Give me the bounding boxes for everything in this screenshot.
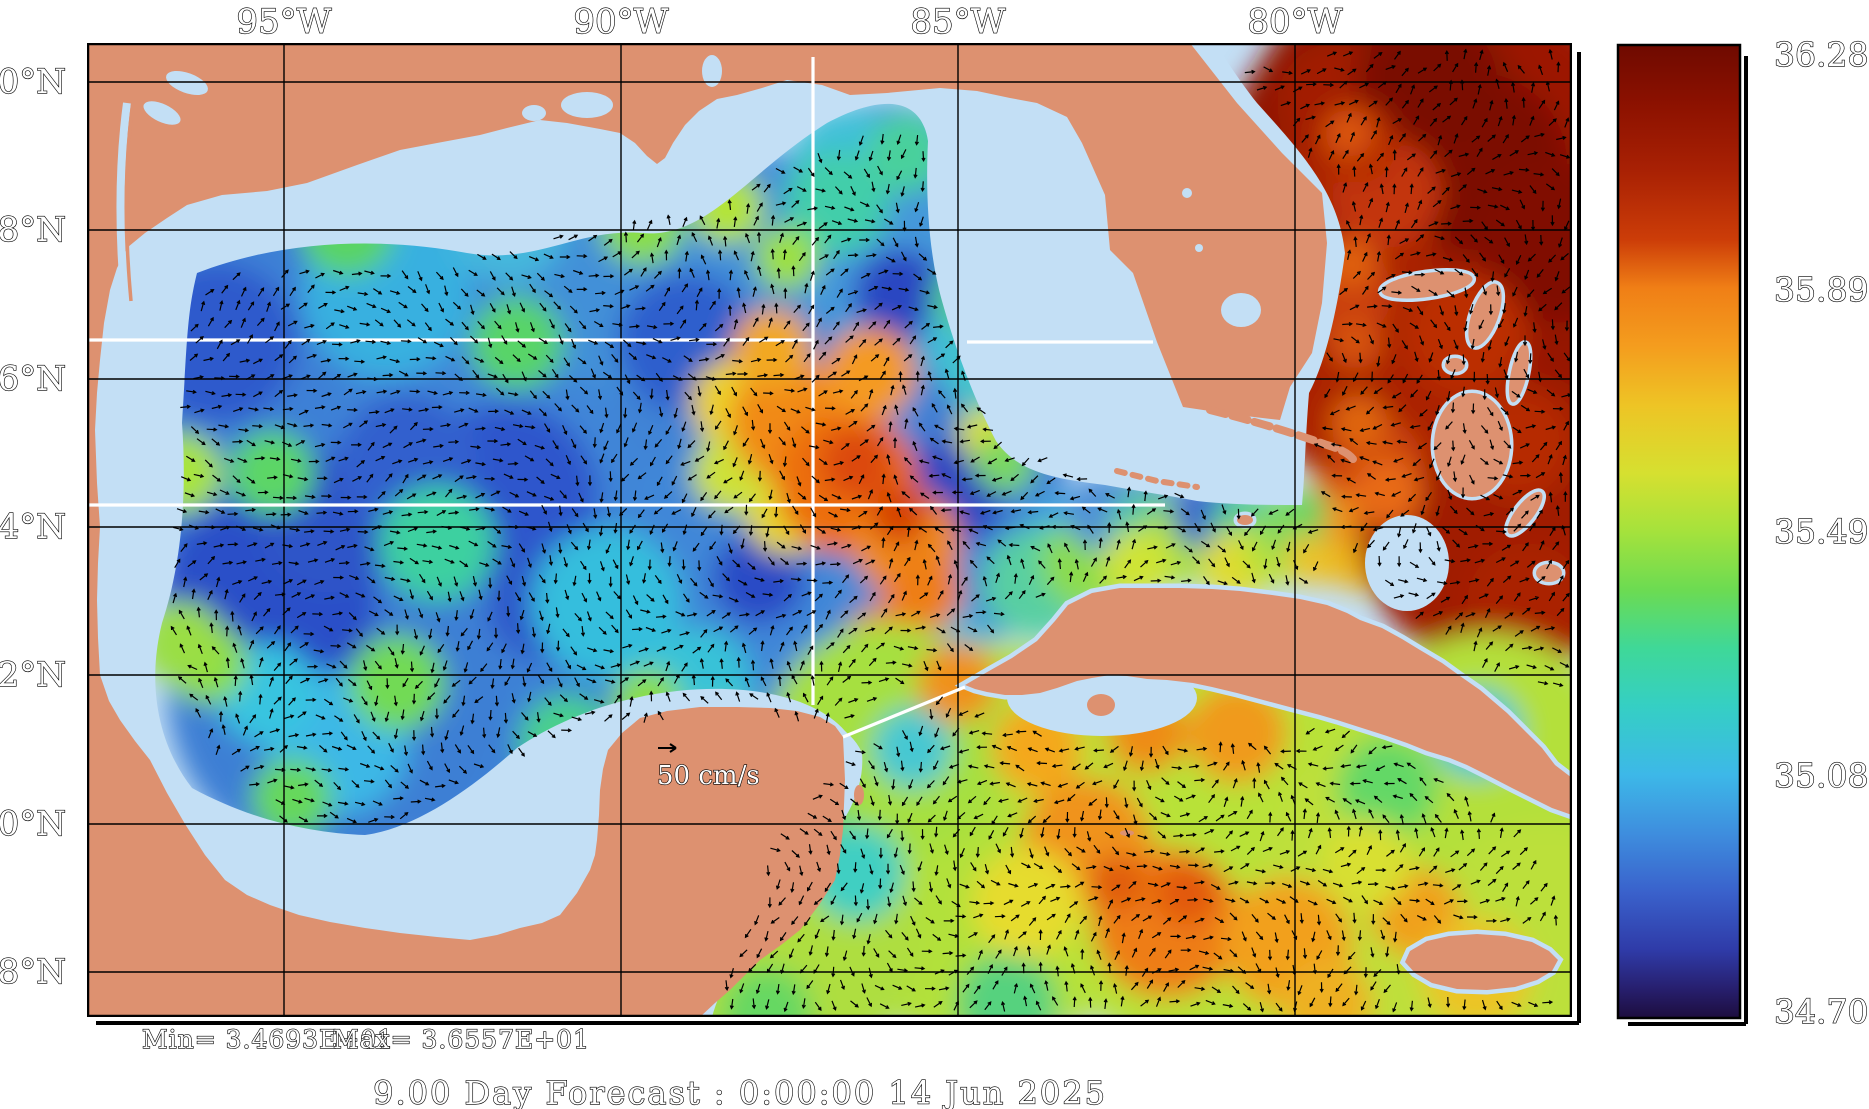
lat-tick-label: 30°N xyxy=(0,62,66,102)
florida-keys xyxy=(1114,406,1357,490)
field-min-label: Min= 3.4693E+01 xyxy=(142,1025,394,1054)
current-vectors xyxy=(170,48,1572,1013)
lat-tick-label: 26°N xyxy=(0,359,66,399)
lat-tick-label: 20°N xyxy=(0,804,66,844)
colorbar xyxy=(1616,43,1742,1020)
lon-tick-label: 80°W xyxy=(1247,2,1342,42)
map-border xyxy=(87,43,1572,1017)
figure-title: 9.00 Day Forecast : 0:00:00 14 Jun 2025 xyxy=(373,1074,1107,1109)
transect-yucatan-channel xyxy=(842,685,966,739)
mainland xyxy=(87,43,1327,1017)
scale-arrow-label: 50 cm/s xyxy=(657,761,760,791)
isla-de-la-juventud xyxy=(1087,694,1115,716)
lat-tick-label: 22°N xyxy=(0,655,66,695)
colorbar-tick-label: 36.28 xyxy=(1774,35,1868,74)
colorbar-tick-label: 35.89 xyxy=(1774,270,1868,309)
texas-barrier-island xyxy=(124,100,135,302)
land-masses xyxy=(87,43,1572,1017)
field-max-label: Max= 3.6557E+01 xyxy=(333,1025,590,1054)
lakes xyxy=(116,55,1261,327)
graticule xyxy=(87,43,1572,1017)
colorbar-shadow xyxy=(1628,56,1748,1026)
map-canvas: 50 cm/s xyxy=(87,43,1572,1017)
cozumel xyxy=(854,785,864,805)
jamaica xyxy=(1399,929,1564,995)
colorbar-tick-label: 34.70 xyxy=(1774,992,1868,1031)
colorbar-tick-label: 35.08 xyxy=(1774,756,1868,795)
scale-arrow xyxy=(658,743,677,753)
lat-tick-label: 28°N xyxy=(0,210,66,250)
map-shadow xyxy=(96,52,1581,1025)
lon-tick-label: 95°W xyxy=(236,2,331,42)
colorbar-tick-label: 35.49 xyxy=(1774,512,1868,551)
santaren-channel xyxy=(1365,515,1449,611)
lon-tick-label: 85°W xyxy=(910,2,1005,42)
lon-tick-label: 90°W xyxy=(573,2,668,42)
lat-tick-label: 24°N xyxy=(0,507,66,547)
lat-tick-label: 18°N xyxy=(0,952,66,992)
